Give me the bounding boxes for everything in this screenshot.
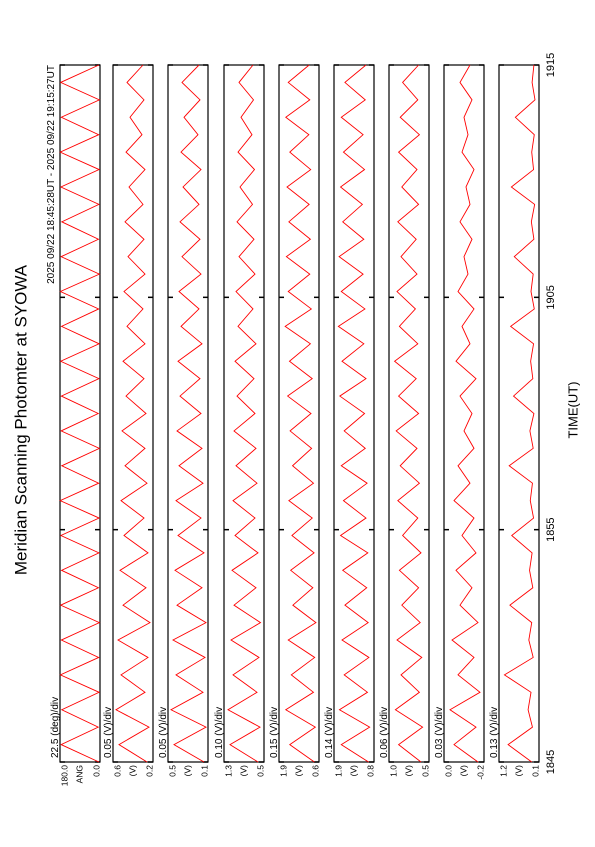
y-tick-label: 180.0 bbox=[59, 765, 69, 787]
time-range: 2025 09/22 18:45:28UT - 2025 09/22 19:15… bbox=[46, 65, 57, 284]
y-tick-label: 0.6 bbox=[112, 765, 122, 777]
y-axis-label: (V) bbox=[513, 765, 523, 777]
y-tick-label: -0.2 bbox=[475, 765, 485, 780]
panel-frame bbox=[112, 64, 154, 763]
y-axis-label: (V) bbox=[182, 765, 192, 777]
y-tick-label: 0.1 bbox=[530, 765, 540, 777]
y-tick-label: 1.0 bbox=[388, 765, 398, 777]
scale-annotation: 0.10 (V)/div bbox=[214, 707, 225, 758]
signal-line bbox=[449, 64, 481, 763]
y-tick-label: 0.5 bbox=[167, 765, 177, 777]
x-axis-label: TIME(UT) bbox=[565, 381, 580, 438]
x-tick-label: 1915 bbox=[545, 53, 557, 77]
scale-annotation: 0.14 (V)/div bbox=[324, 707, 335, 758]
panel-frame bbox=[443, 64, 485, 763]
scale-annotation: 22.5 (deg)/div bbox=[50, 697, 61, 758]
y-axis-label: (V) bbox=[458, 765, 468, 777]
scale-annotation: 0.03 (V)/div bbox=[434, 707, 445, 758]
scale-annotation: 0.06 (V)/div bbox=[379, 707, 390, 758]
panel-frame bbox=[388, 64, 430, 763]
y-tick-label: 0.6 bbox=[310, 765, 320, 777]
signal-line bbox=[284, 64, 317, 763]
y-axis-label: (V) bbox=[348, 765, 358, 777]
panel-frame bbox=[278, 64, 320, 763]
signal-line bbox=[393, 64, 424, 763]
y-axis-label: (V) bbox=[403, 765, 413, 777]
panel-frame bbox=[167, 64, 209, 763]
signal-line bbox=[170, 64, 207, 763]
panel-frame bbox=[223, 64, 265, 763]
y-tick-label: 0.1 bbox=[199, 765, 209, 777]
signal-line bbox=[59, 64, 101, 763]
chart-title: Meridian Scanning Photomter at SYOWA bbox=[11, 264, 30, 575]
signal-line bbox=[337, 64, 371, 763]
y-axis-label: (V) bbox=[238, 765, 248, 777]
y-tick-label: 0.8 bbox=[365, 765, 375, 777]
y-tick-label: 1.9 bbox=[333, 765, 343, 777]
y-tick-label: 0.5 bbox=[255, 765, 265, 777]
y-tick-label: 1.9 bbox=[278, 765, 288, 777]
rotated-chart: Meridian Scanning Photomter at SYOWA 202… bbox=[11, 53, 580, 787]
panel-frame bbox=[333, 64, 375, 763]
scale-annotation: 0.13 (V)/div bbox=[489, 707, 500, 758]
scale-annotation: 0.05 (V)/div bbox=[103, 707, 114, 758]
y-tick-label: 0.0 bbox=[91, 765, 101, 777]
y-axis-label: ANG bbox=[74, 765, 84, 783]
x-tick-label: 1855 bbox=[545, 517, 557, 541]
panel-frame bbox=[59, 64, 101, 763]
y-tick-label: 0.2 bbox=[144, 765, 154, 777]
y-tick-label: 1.2 bbox=[498, 765, 508, 777]
panel-frame bbox=[498, 64, 540, 763]
y-tick-label: 1.3 bbox=[223, 765, 233, 777]
y-tick-label: 0.5 bbox=[420, 765, 430, 777]
scale-annotation: 0.15 (V)/div bbox=[269, 707, 280, 758]
signal-line bbox=[115, 64, 151, 763]
x-tick-label: 1845 bbox=[545, 750, 557, 774]
y-axis-label: (V) bbox=[293, 765, 303, 777]
y-tick-label: 0.0 bbox=[443, 765, 453, 777]
y-axis-label: (V) bbox=[127, 765, 137, 777]
x-tick-label: 1905 bbox=[545, 285, 557, 309]
scale-annotation: 0.05 (V)/div bbox=[158, 707, 169, 758]
signal-line bbox=[227, 64, 262, 763]
signal-line bbox=[503, 64, 536, 763]
